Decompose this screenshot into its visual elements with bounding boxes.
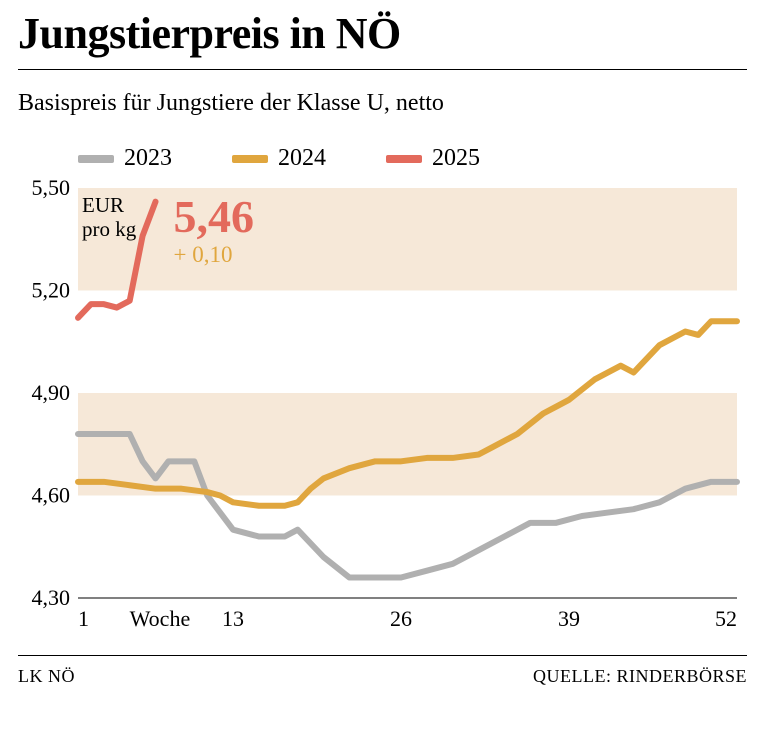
legend-item-2025: 2025 <box>386 145 480 172</box>
legend-label-2023: 2023 <box>124 145 172 172</box>
svg-text:4,90: 4,90 <box>32 380 71 405</box>
svg-text:52: 52 <box>715 606 737 631</box>
legend: 2023 2024 2025 <box>18 145 747 172</box>
legend-swatch-2025 <box>386 155 422 163</box>
svg-text:EUR: EUR <box>82 193 124 217</box>
legend-label-2024: 2024 <box>278 145 326 172</box>
chart-title: Jungstierpreis in NÖ <box>18 0 747 70</box>
chart-footer: LK NÖ QUELLE: RINDERBÖRSE <box>18 655 747 687</box>
svg-text:5,50: 5,50 <box>32 180 71 200</box>
chart-subtitle: Basispreis für Jungstiere der Klasse U, … <box>18 70 747 145</box>
svg-text:13: 13 <box>222 606 244 631</box>
svg-text:4,60: 4,60 <box>32 483 71 508</box>
svg-text:+ 0,10: + 0,10 <box>174 242 233 267</box>
svg-text:5,46: 5,46 <box>174 191 255 242</box>
footer-source: QUELLE: RINDERBÖRSE <box>533 666 747 687</box>
legend-swatch-2023 <box>78 155 114 163</box>
svg-text:39: 39 <box>558 606 580 631</box>
chart-area: 4,30 4,60 4,90 5,20 5,50 1 13 26 39 52 Woche EURpro… <box>18 180 747 645</box>
svg-text:26: 26 <box>390 606 412 631</box>
svg-text:Woche: Woche <box>130 606 191 631</box>
legend-swatch-2024 <box>232 155 268 163</box>
legend-item-2023: 2023 <box>78 145 172 172</box>
svg-text:4,30: 4,30 <box>32 585 71 610</box>
svg-text:1: 1 <box>78 606 89 631</box>
legend-label-2025: 2025 <box>432 145 480 172</box>
line-chart-svg: 4,30 4,60 4,90 5,20 5,50 1 13 26 39 52 Woche EURpro… <box>18 180 747 640</box>
legend-item-2024: 2024 <box>232 145 326 172</box>
svg-text:pro kg: pro kg <box>82 217 137 241</box>
footer-left: LK NÖ <box>18 666 75 687</box>
svg-text:5,20: 5,20 <box>32 278 71 303</box>
